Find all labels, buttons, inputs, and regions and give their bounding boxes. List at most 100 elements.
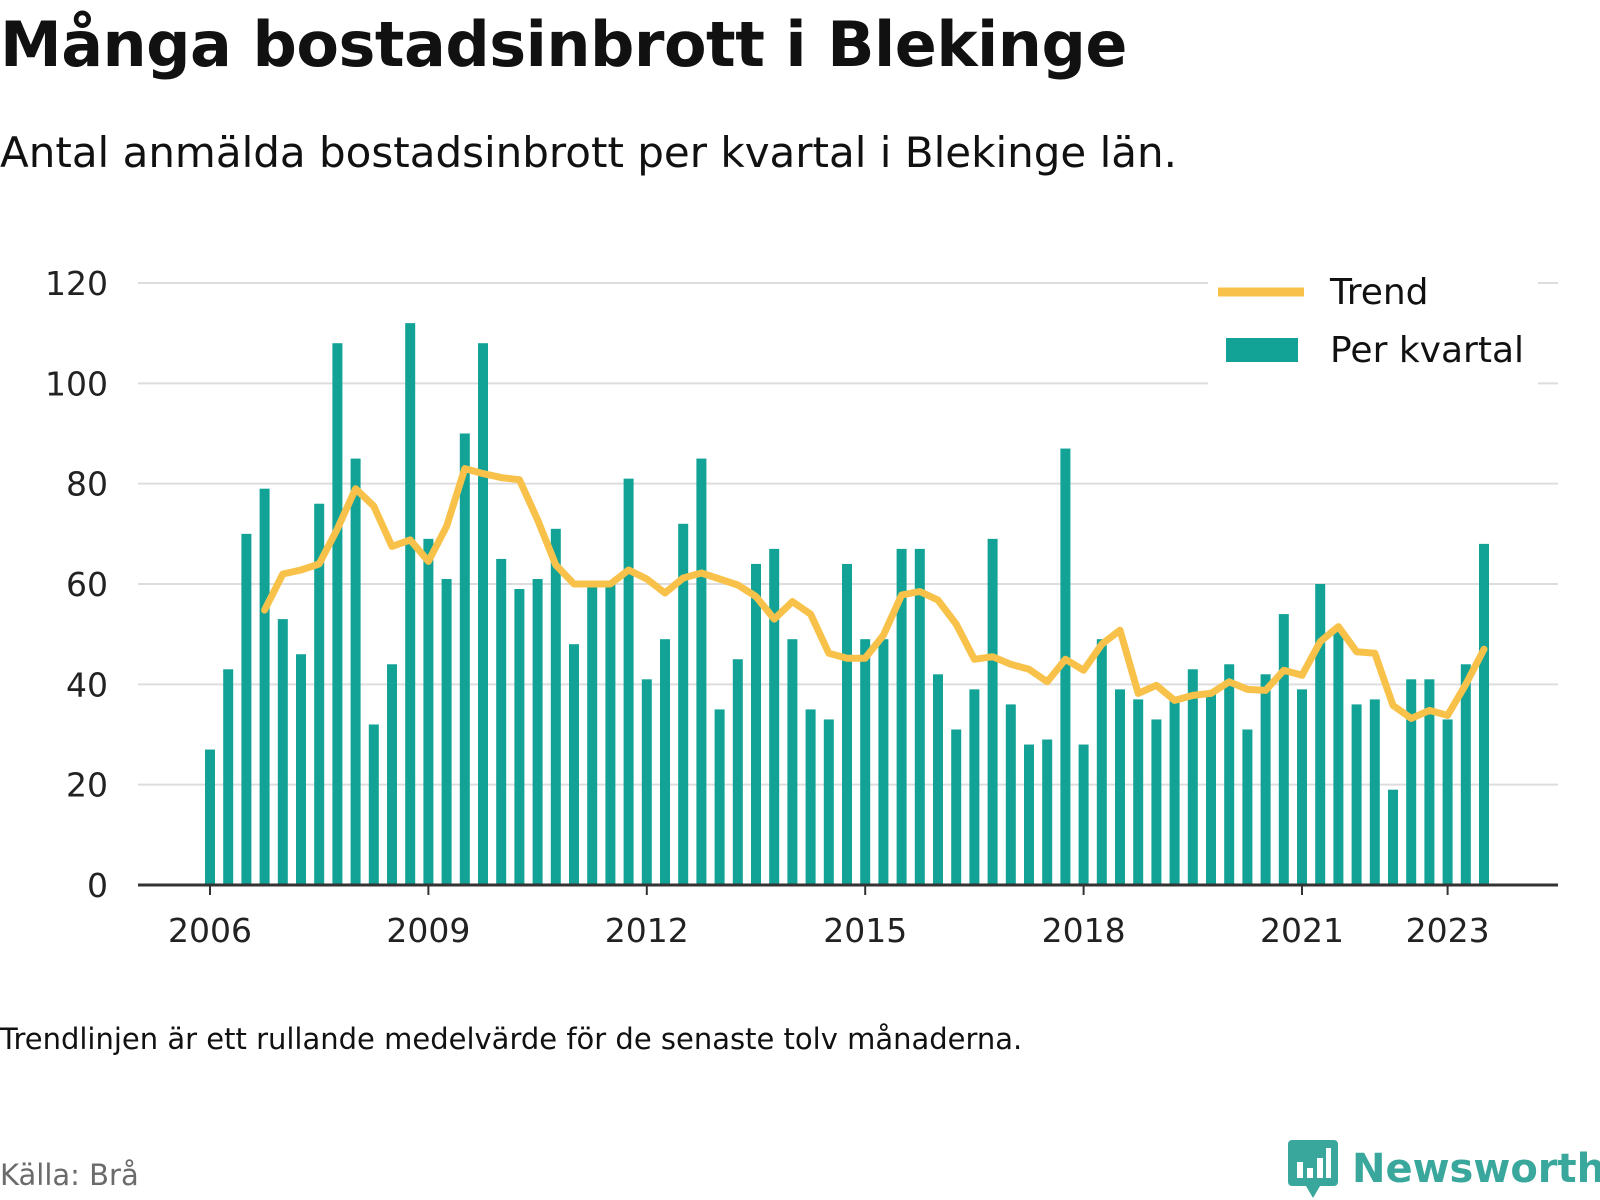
bar [823, 719, 834, 885]
x-tick-label: 2018 [1042, 911, 1126, 950]
bar [1315, 584, 1326, 885]
bar [459, 433, 470, 885]
bar [896, 548, 907, 885]
bar [1206, 694, 1216, 885]
x-tick-label: 2015 [823, 911, 907, 950]
chart-subtitle: Antal anmälda bostadsinbrott per kvartal… [0, 128, 1177, 177]
bar [241, 533, 252, 885]
bar [605, 584, 616, 885]
bar [423, 538, 434, 885]
bar [1042, 739, 1053, 885]
bar [1369, 699, 1380, 885]
bar [1151, 719, 1162, 885]
bar [441, 578, 452, 885]
bar [1115, 689, 1125, 885]
bar [1406, 679, 1417, 885]
bar [1460, 664, 1471, 885]
bar [714, 709, 725, 885]
bar [1187, 669, 1198, 885]
bar [1133, 699, 1144, 885]
bar [987, 538, 998, 885]
bar [623, 478, 634, 885]
bar [641, 679, 652, 885]
bar [532, 578, 543, 885]
y-tick-label: 80 [66, 465, 108, 504]
bar [696, 458, 707, 885]
bar [969, 689, 980, 885]
bar [1297, 689, 1307, 885]
bar [860, 639, 871, 885]
bar [387, 664, 397, 885]
chart-title: Många bostadsinbrott i Blekinge [0, 8, 1127, 81]
x-tick-label: 2021 [1260, 911, 1344, 950]
bar [405, 323, 416, 886]
bar [1096, 639, 1107, 885]
bar [205, 749, 215, 885]
bar [1024, 744, 1034, 885]
bar [805, 709, 816, 885]
bar-series [205, 323, 1489, 886]
bar [569, 644, 579, 885]
bar [514, 589, 525, 885]
bar [1224, 664, 1235, 885]
y-tick-label: 100 [45, 364, 108, 403]
bar [1351, 704, 1362, 885]
bar [842, 563, 852, 885]
bar [951, 729, 962, 885]
bar [878, 639, 889, 885]
y-tick-label: 20 [66, 766, 108, 805]
bar [1333, 629, 1344, 885]
bar [933, 674, 943, 885]
trend-line [261, 465, 1488, 722]
newsworthy-logo-icon [1288, 1140, 1338, 1198]
bar [769, 548, 780, 885]
brand-logo: Newsworthy [1288, 1138, 1600, 1200]
legend: Trend Per kvartal [1208, 272, 1538, 402]
bar [314, 503, 325, 885]
y-tick-label: 60 [66, 565, 108, 604]
bar [1479, 543, 1489, 885]
bar [751, 563, 761, 885]
bar [914, 548, 925, 885]
bar [1424, 679, 1435, 885]
bar [660, 639, 670, 885]
legend-bar-label: Per kvartal [1330, 330, 1524, 371]
bar [259, 488, 270, 885]
bar [277, 619, 288, 885]
bar [1388, 789, 1398, 885]
bar [223, 669, 234, 885]
bar [368, 724, 379, 885]
brand-name: Newsworthy [1352, 1146, 1600, 1192]
bar [787, 639, 798, 885]
bar [1169, 699, 1180, 885]
source-label: Källa: Brå [0, 1158, 139, 1192]
chart-note: Trendlinjen är ett rullande medelvärde f… [0, 1022, 1023, 1056]
legend-trend-label: Trend [1329, 272, 1429, 313]
y-tick-label: 0 [87, 866, 108, 905]
bar [1242, 729, 1253, 885]
bar [350, 458, 361, 885]
legend-bar-swatch [1226, 338, 1298, 362]
bar [1278, 614, 1289, 885]
bar [732, 659, 743, 885]
x-tick-label: 2012 [605, 911, 689, 950]
bar-line-chart: 0 20 40 60 80 100 120 2006 2009 2012 2015 2018 2021 2… [45, 264, 1558, 950]
x-tick-label: 2023 [1406, 911, 1490, 950]
bar [1260, 674, 1271, 885]
bar [332, 343, 343, 885]
trend-series [261, 465, 1488, 722]
x-tick-label: 2009 [386, 911, 470, 950]
bar [587, 584, 598, 885]
axes: 0 20 40 60 80 100 120 2006 2009 2012 2015 2018 2021 2… [45, 264, 1558, 950]
y-tick-label: 120 [45, 264, 108, 303]
bar [550, 528, 561, 885]
x-tick-label: 2006 [168, 911, 252, 950]
y-tick-label: 40 [66, 665, 108, 704]
bar [678, 523, 689, 885]
bar [1060, 448, 1071, 885]
bar [496, 558, 507, 885]
bar [1078, 744, 1089, 885]
bar [1442, 719, 1453, 885]
bar [296, 654, 306, 885]
bar [1005, 704, 1016, 885]
